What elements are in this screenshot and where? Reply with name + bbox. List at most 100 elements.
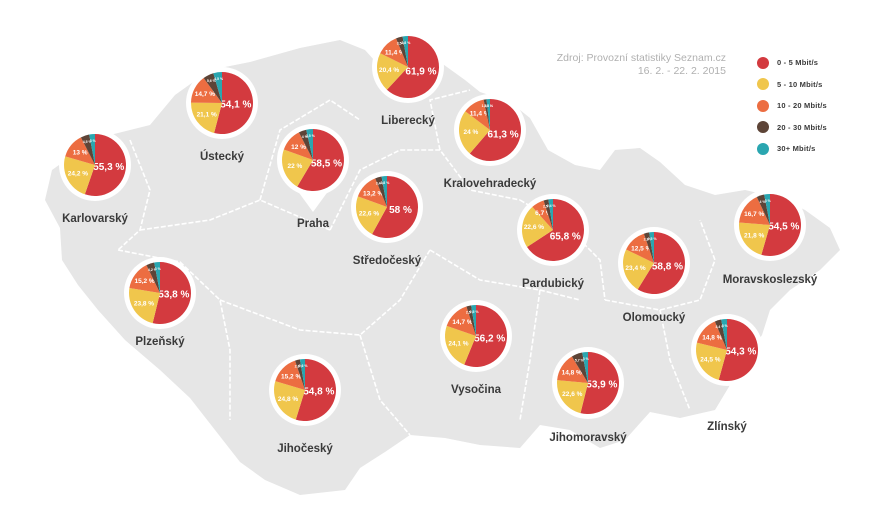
pie-slice-4 xyxy=(582,352,588,383)
legend-label: 10 - 20 Mbit/s xyxy=(777,101,827,111)
legend-item-30-plus: 30+ Mbit/s xyxy=(757,138,827,160)
pie-slice-1 xyxy=(521,206,553,247)
pie-slice-2 xyxy=(446,306,476,336)
pie-slice-3 xyxy=(756,194,770,225)
slice-label-4: 3 % xyxy=(722,324,729,328)
pie-slice-0 xyxy=(214,72,253,134)
pie-slice-3 xyxy=(483,99,490,130)
region-pie-10: 56,2 % 24,1 % 14,7 % 2,5 %2,5 % Vysočina xyxy=(440,300,512,396)
slice-label-2: 15,2 % xyxy=(281,373,301,380)
pie-slice-0 xyxy=(527,199,584,261)
pie-slice-2 xyxy=(557,356,588,383)
pie-slice-1 xyxy=(282,149,313,187)
slice-label-0: 53,8 % xyxy=(158,289,189,300)
region-name-label: Pardubický xyxy=(522,278,585,290)
pie-slice-4 xyxy=(548,199,553,230)
legend-swatch xyxy=(757,56,769,69)
pie-slice-3 xyxy=(466,305,476,336)
slice-label-2: 13 % xyxy=(73,149,88,156)
source-line-1: Zdroj: Provozní statistiky Seznam.cz xyxy=(556,52,726,64)
legend-label: 5 - 10 Mbit/s xyxy=(777,79,823,89)
legend-item-0-5: 0 - 5 Mbit/s xyxy=(757,52,827,74)
region-name-label: Ústecký xyxy=(200,150,245,163)
legend-swatch xyxy=(757,121,769,134)
pie-slice-4 xyxy=(306,129,313,160)
slice-label-1: 24,1 % xyxy=(448,341,468,348)
legend-item-5-10: 5 - 10 Mbit/s xyxy=(757,74,827,96)
slice-label-1: 22 % xyxy=(288,163,303,170)
pin-tip xyxy=(297,190,329,212)
slice-label-2: 16,7 % xyxy=(744,211,764,218)
slice-label-2: 13,2 % xyxy=(363,190,383,197)
pie-slice-0 xyxy=(295,359,337,421)
pie-slice-2 xyxy=(739,196,770,225)
legend-item-20-30: 20 - 30 Mbit/s xyxy=(757,117,827,139)
slice-label-2: 11,4 % xyxy=(385,50,405,57)
slice-label-2: 12,5 % xyxy=(631,245,651,252)
slice-label-3: 3,4 % xyxy=(376,182,386,186)
pie-slice-1 xyxy=(356,196,387,235)
slice-label-1: 24,2 % xyxy=(68,171,88,178)
region-pie-6: 65,8 % 22,6 % 6,7 % 2,5 %2,4 % Pardubický xyxy=(517,194,589,290)
data-source-note: Zdroj: Provozní statistiky Seznam.cz 16.… xyxy=(557,52,726,78)
slice-label-0: 53,9 % xyxy=(586,379,617,390)
pie-slice-4 xyxy=(764,194,770,225)
pie-slice-1 xyxy=(377,53,408,90)
slice-label-0: 54,1 % xyxy=(220,99,251,110)
region-pie-9: 54,5 % 21,8 % 16,7 % 4 % 3 % Moravskoslezský xyxy=(723,189,818,286)
slice-label-1: 22,6 % xyxy=(524,224,544,231)
pie-slice-2 xyxy=(532,200,553,230)
region-name-label: Kralovehradecký xyxy=(444,178,537,190)
legend-label: 30+ Mbit/s xyxy=(777,144,816,154)
pie-slice-4 xyxy=(89,134,95,165)
region-pie-2: 58,5 % 22 % 12 % 4 %3,5 % Praha xyxy=(277,124,349,230)
slice-label-1: 23,4 % xyxy=(625,265,645,272)
pie-slice-4 xyxy=(486,99,490,130)
pie-slice-0 xyxy=(297,129,344,191)
pie-slice-3 xyxy=(543,199,553,230)
region-pie-8: 58,8 % 23,4 % 12,5 % 2,8 %2,5 % Olomoucký xyxy=(618,227,690,324)
slice-label-4: 2,5 % xyxy=(648,237,658,241)
legend-swatch xyxy=(757,99,769,112)
pie-slice-2 xyxy=(191,78,222,103)
region-name-label: Olomoucký xyxy=(623,312,686,324)
pie-slice-2 xyxy=(275,360,305,390)
pie-slice-2 xyxy=(129,265,160,293)
pie-slice-3 xyxy=(298,129,313,160)
region-name-label: Liberecký xyxy=(381,115,435,127)
pie-slice-4 xyxy=(402,36,408,67)
slice-label-3: 2,8 % xyxy=(644,237,654,241)
pie-slice-2 xyxy=(283,132,313,160)
slice-label-2: 14,7 % xyxy=(195,91,215,98)
slice-label-3: 4 % xyxy=(760,200,767,204)
region-pie-0: 55,3 % 24,2 % 13 % 4,5 %3 % Karlovarský xyxy=(59,129,131,225)
slice-label-4: 3 % xyxy=(765,199,772,203)
slice-label-4: 3 % xyxy=(90,139,97,143)
region-pie-11: 54,8 % 24,8 % 15,2 % 2,6 %2,6 % Jihočeský xyxy=(269,354,341,455)
slice-label-4: 1,8 % xyxy=(484,104,494,108)
slice-label-0: 54,8 % xyxy=(303,387,334,398)
slice-label-3: 5,7 % xyxy=(575,358,585,362)
slice-label-4: 3,5 % xyxy=(306,134,316,138)
pie-slice-3 xyxy=(203,73,222,103)
slice-label-2: 14,8 % xyxy=(702,334,722,341)
slice-label-1: 21,1 % xyxy=(197,111,217,118)
slice-label-0: 58,8 % xyxy=(652,261,683,272)
pie-slice-4 xyxy=(299,359,305,390)
pie-slice-4 xyxy=(154,262,160,293)
legend-label: 20 - 30 Mbit/s xyxy=(777,122,827,132)
region-pie-4: 61,3 % 24 % 11,4 % 1,5 %1,8 % Kralovehradeck… xyxy=(444,94,537,190)
slice-label-0: 58 % xyxy=(389,205,412,216)
slice-label-2: 12 % xyxy=(291,144,306,151)
slice-label-3: 4,5 % xyxy=(83,140,93,144)
slice-label-4: 3 % xyxy=(583,357,590,361)
pie-slice-0 xyxy=(637,232,685,294)
slice-label-2: 6,7 % xyxy=(535,210,552,217)
region-name-label: Vysočina xyxy=(451,384,502,396)
pie-slice-2 xyxy=(465,99,490,130)
legend-label: 0 - 5 Mbit/s xyxy=(777,58,819,68)
pie-slice-3 xyxy=(571,352,588,383)
slice-label-1: 20,4 % xyxy=(379,67,399,74)
